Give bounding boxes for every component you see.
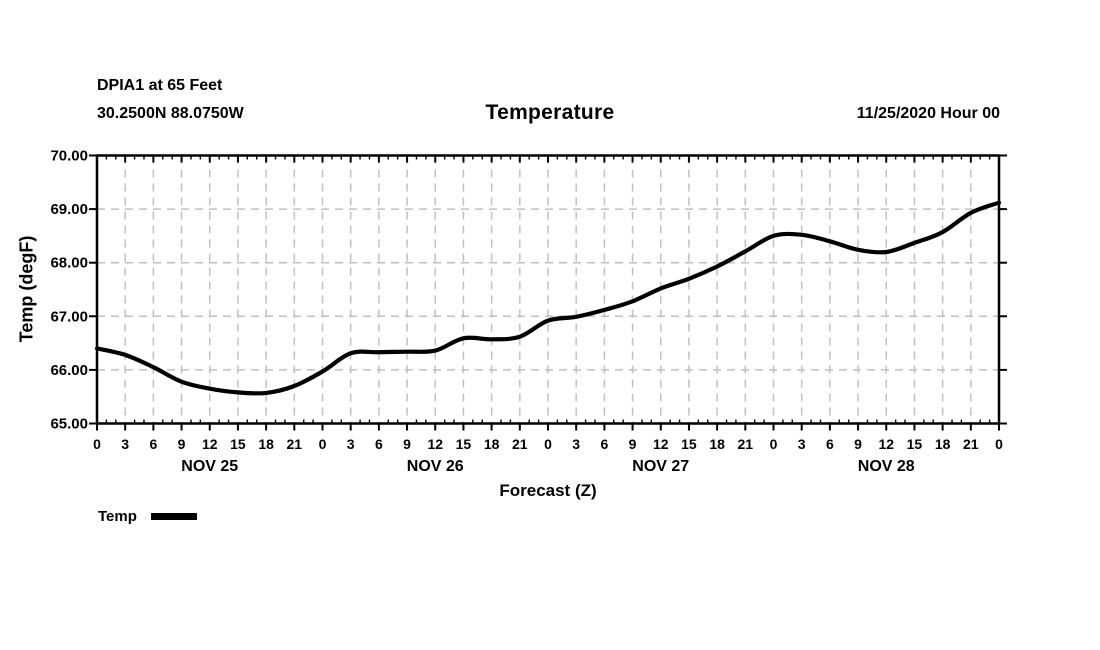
model-run-datetime: 11/25/2020 Hour 00 <box>856 105 1000 122</box>
station-label: DPIA1 at 65 Feet <box>97 77 223 94</box>
x-tick-label: 12 <box>653 436 669 452</box>
x-tick-label: 3 <box>121 436 129 452</box>
x-tick-label: 3 <box>572 436 580 452</box>
x-tick-label: 9 <box>178 436 186 452</box>
x-tick-label: 18 <box>258 436 274 452</box>
x-tick-label: 12 <box>427 436 443 452</box>
x-tick-label: 9 <box>854 436 862 452</box>
day-label: NOV 26 <box>407 458 464 475</box>
temp-series-line <box>94 200 1002 396</box>
y-tick-label: 67.00 <box>50 308 88 325</box>
x-axis-title: Forecast (Z) <box>499 481 597 500</box>
x-tick-label: 15 <box>681 436 697 452</box>
x-tick-label: 0 <box>93 436 101 452</box>
day-label: NOV 28 <box>858 458 915 475</box>
chart-title: Temperature <box>485 101 615 124</box>
x-tick-label: 15 <box>907 436 923 452</box>
x-tick-label: 18 <box>935 436 951 452</box>
x-tick-label: 0 <box>995 436 1003 452</box>
x-tick-label: 12 <box>878 436 894 452</box>
y-tick-label: 70.00 <box>50 148 88 165</box>
x-tick-label: 6 <box>149 436 157 452</box>
y-tick-label: 66.00 <box>50 362 88 379</box>
x-tick-label: 6 <box>826 436 834 452</box>
y-tick-label: 68.00 <box>50 255 88 272</box>
x-tick-label: 15 <box>230 436 246 452</box>
y-tick-label: 65.00 <box>50 416 88 433</box>
x-tick-label: 9 <box>403 436 411 452</box>
x-tick-label: 0 <box>770 436 778 452</box>
x-tick-label: 6 <box>375 436 383 452</box>
x-tick-label: 18 <box>484 436 500 452</box>
y-tick-label: 69.00 <box>50 201 88 218</box>
x-tick-label: 21 <box>963 436 979 452</box>
x-tick-label: 3 <box>798 436 806 452</box>
x-tick-label: 0 <box>319 436 327 452</box>
x-tick-label: 9 <box>629 436 637 452</box>
legend-label: Temp <box>98 508 137 525</box>
legend: Temp <box>98 508 197 525</box>
day-label: NOV 25 <box>181 458 238 475</box>
x-tick-label: 21 <box>738 436 754 452</box>
x-tick-label: 6 <box>600 436 608 452</box>
x-tick-label: 21 <box>287 436 303 452</box>
x-tick-label: 18 <box>709 436 725 452</box>
x-tick-label: 15 <box>456 436 472 452</box>
x-tick-label: 0 <box>544 436 552 452</box>
x-tick-label: 21 <box>512 436 528 452</box>
x-tick-label: 3 <box>347 436 355 452</box>
legend-line-swatch <box>150 513 197 520</box>
x-tick-label: 12 <box>202 436 218 452</box>
station-coordinates: 30.2500N 88.0750W <box>97 105 244 122</box>
day-label: NOV 27 <box>632 458 689 475</box>
